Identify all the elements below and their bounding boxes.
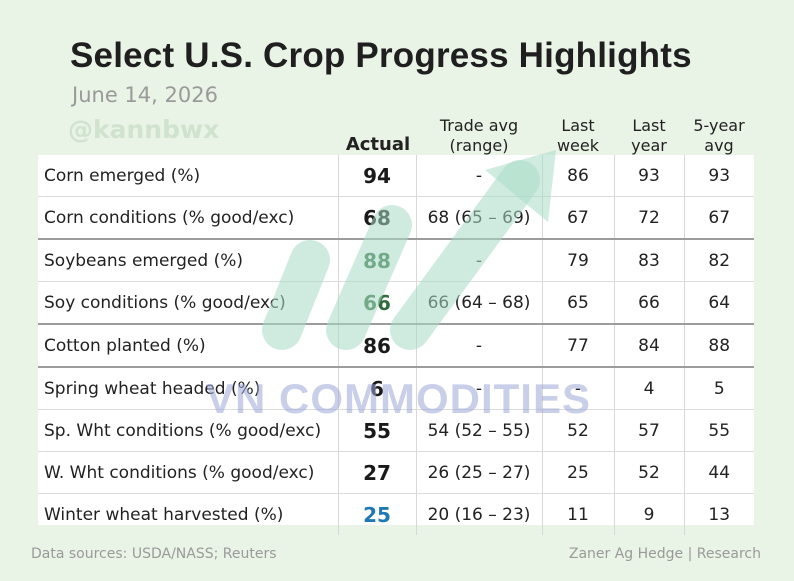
five-year-avg-value: 82: [683, 239, 754, 282]
table-row: Cotton planted (%) 86-77 84 88: [38, 324, 754, 368]
trade-avg-value: 54 (52 – 55): [415, 409, 542, 452]
five-year-avg-value: 55: [683, 409, 754, 452]
actual-value: 55: [337, 409, 416, 452]
actual-value: 68: [337, 196, 416, 240]
row-label: Winter wheat harvested (%): [44, 504, 284, 525]
header-actual: Actual: [338, 135, 418, 155]
row-label: Spring wheat headed (%): [38, 367, 338, 410]
trade-avg-value: -: [415, 239, 542, 282]
last-week-value: 65: [541, 281, 614, 325]
row-label: Soy conditions (% good/exc): [38, 281, 338, 325]
trade-avg-value: 26 (25 – 27): [415, 451, 542, 494]
last-week-value: 11: [541, 493, 614, 535]
actual-value: 66: [337, 281, 416, 325]
row-label: W. Wht conditions (% good/exc): [38, 451, 338, 494]
five-year-avg-value: 5: [683, 367, 754, 410]
table-row: Sp. Wht conditions (% good/exc) 55 54 (52 …: [38, 409, 754, 452]
header-last-year-line1: Last: [632, 116, 666, 135]
actual-value: 94: [337, 155, 416, 197]
crop-progress-grid: Corn emerged (%) 94-86 93 93 Corn conditions…: [38, 155, 754, 535]
header-last-week-line2: week: [556, 136, 600, 155]
last-year-value: 83: [613, 239, 684, 282]
row-label: Corn emerged (%): [38, 155, 338, 197]
last-week-value: 25: [541, 451, 614, 494]
table-row: Corn conditions (% good/exc) 68 68 (65 – 6…: [38, 196, 754, 240]
last-year-value: 84: [613, 324, 684, 368]
five-year-avg-value: 44: [683, 451, 754, 494]
row-label: Soybeans emerged (%): [38, 239, 338, 282]
footer-credit: Zaner Ag Hedge | Research: [568, 546, 761, 562]
trade-avg-value: 68 (65 – 69): [415, 196, 542, 240]
last-week-value: -: [541, 367, 614, 410]
row-label: Sp. Wht conditions (% good/exc): [38, 409, 338, 452]
crop-progress-table: Corn emerged (%) 94-86 93 93 Corn conditions…: [38, 155, 754, 535]
header-last-year-line2: year: [631, 136, 667, 155]
trade-avg-value: -: [415, 367, 542, 410]
header-five-year-line2: avg: [704, 136, 734, 155]
header-actual-label: Actual: [345, 134, 411, 155]
header-trade-avg: Trade avg (range): [416, 116, 542, 156]
header-trade-avg-line1: Trade avg: [439, 116, 519, 135]
trade-avg-value: -: [415, 155, 542, 197]
actual-value: 86: [337, 324, 416, 368]
header-five-year-line1: 5-year: [693, 116, 745, 135]
five-year-avg-value: 67: [683, 196, 754, 240]
last-week-value: 52: [541, 409, 614, 452]
last-week-value: 86: [541, 155, 614, 197]
header-last-year: Last year: [614, 116, 684, 156]
header-trade-avg-line2: (range): [449, 136, 509, 155]
table-row: W. Wht conditions (% good/exc) 27 26 (25 –…: [38, 451, 754, 494]
five-year-avg-value: 88: [683, 324, 754, 368]
data-sources: Data sources: USDA/NASS; Reuters: [31, 546, 277, 562]
last-year-value: 72: [613, 196, 684, 240]
watermark-handle: @kannbwx: [68, 115, 220, 144]
last-year-value: 4: [613, 367, 684, 410]
page-title: Select U.S. Crop Progress Highlights: [70, 36, 692, 75]
five-year-avg-value: 64: [683, 281, 754, 325]
table-row: Soybeans emerged (%) 88-79 83 82: [38, 239, 754, 282]
row-label: Corn conditions (% good/exc): [38, 196, 338, 240]
five-year-avg-value: 93: [683, 155, 754, 197]
header-five-year: 5-year avg: [684, 116, 754, 156]
last-week-value: 79: [541, 239, 614, 282]
actual-value: 6: [337, 367, 416, 410]
five-year-avg-value: 13: [683, 493, 754, 535]
actual-value: 27: [337, 451, 416, 494]
trade-avg-value: 66 (64 – 68): [415, 281, 542, 325]
last-week-value: 67: [541, 196, 614, 240]
report-date: June 14, 2026: [72, 83, 218, 107]
table-body: Corn emerged (%) 94-86 93 93 Corn conditions…: [38, 155, 754, 535]
last-year-value: 9: [613, 493, 684, 535]
header-last-week-line1: Last: [561, 116, 595, 135]
table-row: Spring wheat headed (%) 6- -4 5: [38, 367, 754, 410]
last-year-value: 93: [613, 155, 684, 197]
actual-value: 88: [337, 239, 416, 282]
table-row: Soy conditions (% good/exc) 66 66 (64 – 68…: [38, 281, 754, 325]
last-week-value: 77: [541, 324, 614, 368]
trade-avg-value: -: [415, 324, 542, 368]
actual-value: 25: [337, 493, 416, 535]
last-year-value: 52: [613, 451, 684, 494]
table-row: Winter wheat harvested (%) 25 20 (16 – 23)…: [38, 493, 754, 535]
row-label: Cotton planted (%): [38, 324, 338, 368]
header-last-week: Last week: [542, 116, 614, 156]
last-year-value: 66: [613, 281, 684, 325]
last-year-value: 57: [613, 409, 684, 452]
trade-avg-value: 20 (16 – 23): [415, 493, 542, 535]
table-row: Corn emerged (%) 94-86 93 93: [38, 155, 754, 197]
